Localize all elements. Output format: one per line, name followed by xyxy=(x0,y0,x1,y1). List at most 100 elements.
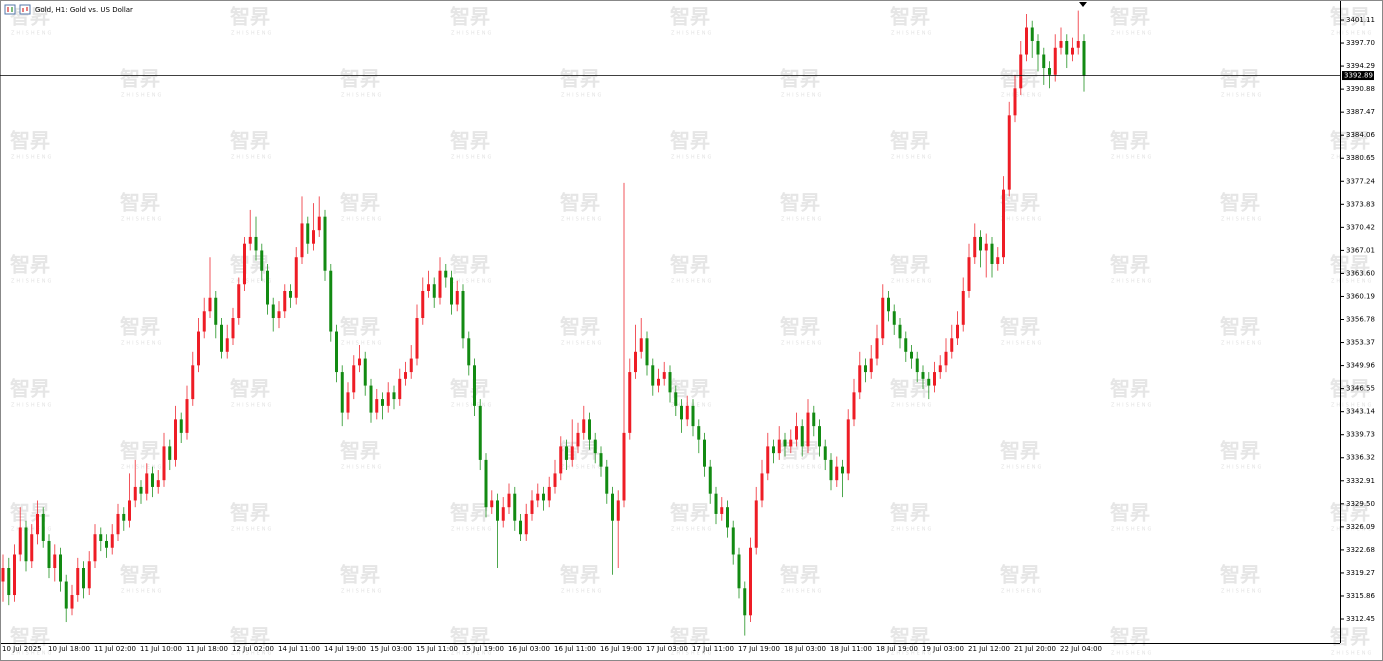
candle-body xyxy=(530,500,534,514)
candle-body xyxy=(553,473,557,487)
candle-body xyxy=(444,270,448,278)
candle-body xyxy=(519,520,522,535)
watermark-sub: ZHISHENG xyxy=(1331,155,1373,161)
candle-body xyxy=(421,290,425,319)
candle-body xyxy=(36,513,39,535)
icon xyxy=(19,4,31,15)
candle-body xyxy=(289,290,292,298)
candle-body xyxy=(1019,54,1023,89)
candle-body xyxy=(708,466,712,494)
watermark: 智昇 xyxy=(780,563,820,587)
candle-body xyxy=(622,432,626,501)
watermark-sub: ZHISHENG xyxy=(1221,341,1263,347)
candle-body xyxy=(593,439,597,454)
candle-body xyxy=(243,243,246,285)
candle-body xyxy=(846,419,850,474)
candle-body xyxy=(352,365,356,393)
candle-body xyxy=(145,473,149,494)
watermark-sub: ZHISHENG xyxy=(451,651,493,657)
watermark-sub: ZHISHENG xyxy=(1001,341,1043,347)
y-tick-label: 3401.11 xyxy=(1346,16,1375,24)
watermark: 智昇 xyxy=(230,129,270,153)
watermark: 智昇 xyxy=(1110,5,1150,29)
candle-body xyxy=(605,466,609,494)
watermark-sub: ZHISHENG xyxy=(1331,279,1373,285)
y-tick-label: 3315.86 xyxy=(1346,592,1375,600)
x-tick-label: 16 Jul 19:00 xyxy=(600,645,642,653)
x-tick-label: 18 Jul 03:00 xyxy=(784,645,826,653)
watermark-sub: ZHISHENG xyxy=(1001,465,1043,471)
candle-body xyxy=(283,290,287,312)
candle-body xyxy=(386,392,390,406)
y-tick-label: 3367.01 xyxy=(1346,246,1375,254)
y-tick-label: 3397.70 xyxy=(1346,39,1375,47)
candle-body xyxy=(668,372,672,393)
x-tick-label: 11 Jul 02:00 xyxy=(94,645,136,653)
watermark: 智昇 xyxy=(450,253,490,277)
candle-body xyxy=(369,385,373,413)
watermark: 智昇 xyxy=(1110,625,1150,649)
candle-body xyxy=(450,277,453,305)
watermark-sub: ZHISHENG xyxy=(1001,589,1043,595)
candle-body xyxy=(156,480,160,487)
watermark-sub: ZHISHENG xyxy=(11,403,53,409)
candle-body xyxy=(869,358,873,373)
watermark: 智昇 xyxy=(1000,563,1040,587)
candle-body xyxy=(128,500,131,521)
candle-body xyxy=(1042,54,1046,69)
candle-body xyxy=(260,250,264,271)
candle-body xyxy=(404,372,407,379)
watermark-sub: ZHISHENG xyxy=(781,217,823,223)
candle-body xyxy=(789,439,793,447)
candle-body xyxy=(634,351,637,373)
candle-body xyxy=(312,230,315,244)
watermark: 智昇 xyxy=(1110,501,1150,525)
watermark: 智昇 xyxy=(780,191,820,215)
candle-body xyxy=(616,500,620,521)
watermark-sub: ZHISHENG xyxy=(451,155,493,161)
candle-body xyxy=(317,216,321,231)
candle-body xyxy=(915,358,919,373)
watermark: 智昇 xyxy=(340,563,380,587)
candle-body xyxy=(691,405,695,427)
last-price-box xyxy=(1342,71,1374,81)
watermark: 智昇 xyxy=(120,191,160,215)
y-tick-label: 3332.91 xyxy=(1346,477,1375,485)
watermark: 智昇 xyxy=(1330,253,1370,277)
candle-body xyxy=(501,507,505,521)
candle-body xyxy=(478,405,482,460)
candle-body xyxy=(409,358,413,373)
watermark-sub: ZHISHENG xyxy=(451,279,493,285)
x-tick-label: 11 Jul 10:00 xyxy=(140,645,182,653)
y-tick-label: 3312.45 xyxy=(1346,615,1375,623)
candle-body xyxy=(455,290,459,305)
watermark: 智昇 xyxy=(10,253,50,277)
watermark-sub: ZHISHENG xyxy=(451,527,493,533)
candle-body xyxy=(823,446,827,460)
watermark: 智昇 xyxy=(10,129,50,153)
symbol-icons xyxy=(4,4,31,15)
watermark-sub: ZHISHENG xyxy=(891,155,933,161)
candle-body xyxy=(47,540,51,569)
watermark: 智昇 xyxy=(1330,129,1370,153)
watermark: 智昇 xyxy=(230,501,270,525)
candle-body xyxy=(806,412,810,447)
watermark-sub: ZHISHENG xyxy=(451,403,493,409)
watermark-sub: ZHISHENG xyxy=(561,217,603,223)
watermark-sub: ZHISHENG xyxy=(341,589,383,595)
watermark-sub: ZHISHENG xyxy=(451,31,493,37)
watermark-sub: ZHISHENG xyxy=(1111,155,1153,161)
candle-body xyxy=(720,507,724,514)
x-tick-label: 14 Jul 11:00 xyxy=(278,645,320,653)
watermark: 智昇 xyxy=(780,67,820,91)
watermark-sub: ZHISHENG xyxy=(121,341,163,347)
x-tick-label: 15 Jul 11:00 xyxy=(416,645,458,653)
x-tick-label: 12 Jul 02:00 xyxy=(232,645,274,653)
candle-body xyxy=(898,324,902,339)
candle-body xyxy=(70,595,74,609)
watermark-sub: ZHISHENG xyxy=(11,31,53,37)
high-marker xyxy=(1079,2,1087,7)
watermark-sub: ZHISHENG xyxy=(231,403,273,409)
watermark: 智昇 xyxy=(230,253,270,277)
watermark-sub: ZHISHENG xyxy=(671,651,713,657)
